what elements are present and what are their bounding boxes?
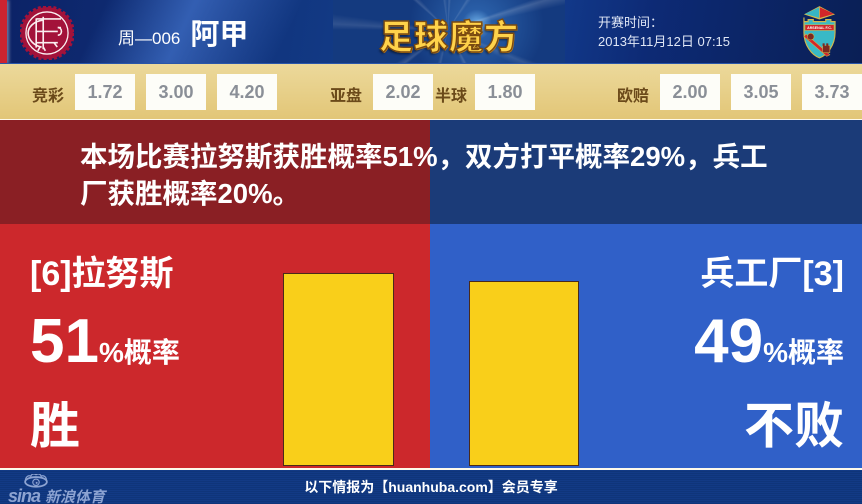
svg-text:ARSENAL F.C.: ARSENAL F.C. [807,26,832,30]
